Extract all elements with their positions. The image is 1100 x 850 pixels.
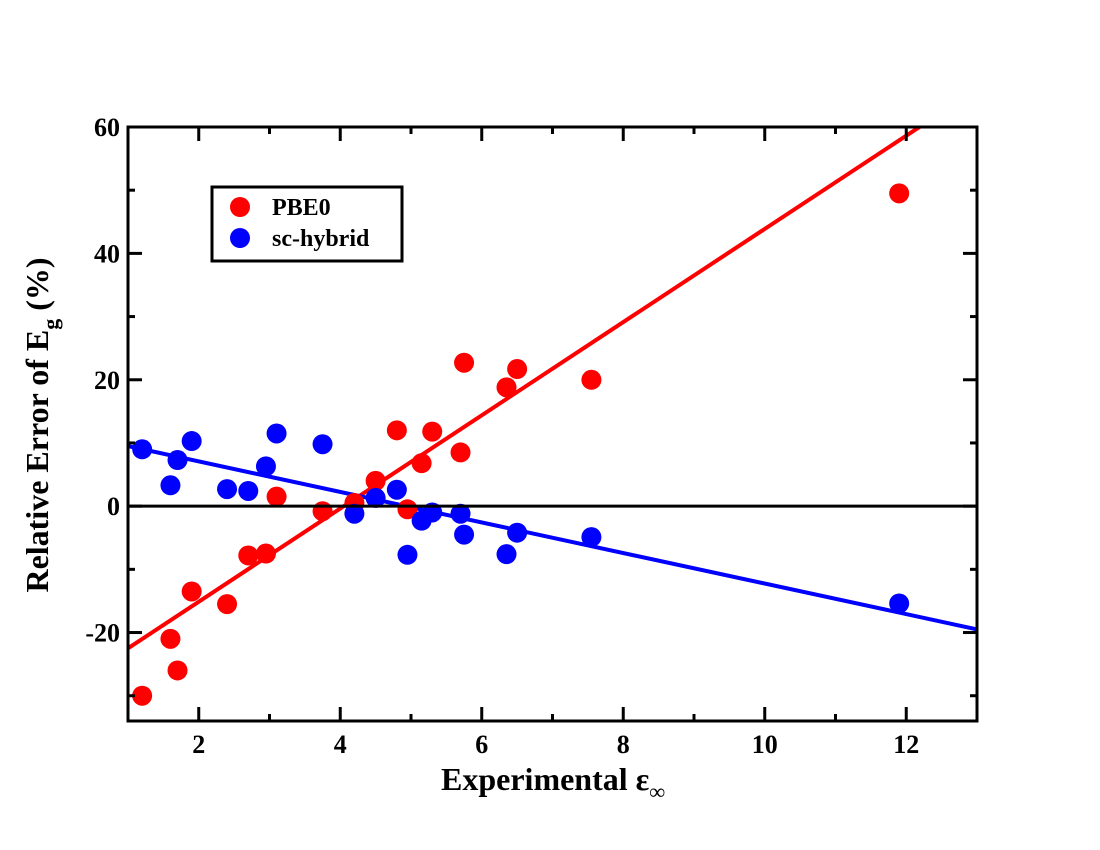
point-pbe0 xyxy=(365,470,386,491)
point-sc-hybrid xyxy=(344,503,365,524)
point-sc-hybrid xyxy=(238,480,259,501)
fit-line-pbe0 xyxy=(128,127,924,650)
point-sc-hybrid xyxy=(167,450,188,471)
legend: PBE0 sc-hybrid xyxy=(210,185,404,263)
x-tick-label: 8 xyxy=(617,730,630,759)
x-tick-label: 6 xyxy=(475,730,488,759)
point-sc-hybrid xyxy=(181,431,202,452)
y-axis-title: Relative Error of Eg (%) xyxy=(19,257,63,592)
point-pbe0 xyxy=(181,581,202,602)
point-pbe0 xyxy=(160,628,181,649)
x-axis-title: Experimental ε∞ xyxy=(441,761,665,804)
y-tick-label: -20 xyxy=(85,619,120,648)
point-sc-hybrid xyxy=(889,593,910,614)
legend-marker-pbe0 xyxy=(230,197,250,217)
y-tick-label: 60 xyxy=(94,113,120,142)
y-tick-label: 40 xyxy=(94,239,120,268)
x-tick-label: 2 xyxy=(192,730,205,759)
point-sc-hybrid xyxy=(397,544,418,565)
point-pbe0 xyxy=(217,594,238,615)
point-sc-hybrid xyxy=(450,503,471,524)
point-sc-hybrid xyxy=(217,479,238,500)
point-pbe0 xyxy=(422,421,443,442)
point-sc-hybrid xyxy=(312,434,333,455)
point-pbe0 xyxy=(167,660,188,681)
point-pbe0 xyxy=(496,377,517,398)
point-pbe0 xyxy=(132,685,153,706)
tick-labels: 2 4 6 8 10 12 -20 0 20 40 60 xyxy=(85,113,919,759)
fit-lines xyxy=(128,127,977,650)
point-pbe0 xyxy=(889,183,910,204)
point-sc-hybrid xyxy=(581,527,602,548)
point-sc-hybrid xyxy=(454,524,475,545)
point-pbe0 xyxy=(312,501,333,522)
point-sc-hybrid xyxy=(132,439,153,460)
point-sc-hybrid xyxy=(266,423,287,444)
point-pbe0 xyxy=(581,369,602,390)
point-pbe0 xyxy=(450,442,471,463)
point-sc-hybrid xyxy=(160,475,181,496)
x-tick-label: 10 xyxy=(752,730,778,759)
legend-marker-sc-hybrid xyxy=(230,228,250,248)
point-pbe0 xyxy=(255,543,276,564)
point-pbe0 xyxy=(411,453,432,474)
point-pbe0 xyxy=(266,486,287,507)
y-tick-label: 0 xyxy=(107,492,120,521)
plot-frame xyxy=(126,125,979,723)
point-sc-hybrid xyxy=(255,456,276,477)
x-tick-label: 4 xyxy=(334,730,347,759)
point-sc-hybrid xyxy=(507,522,528,543)
legend-label-sc-hybrid: sc-hybrid xyxy=(272,226,370,252)
point-pbe0 xyxy=(507,359,528,380)
y-tick-label: 20 xyxy=(94,366,120,395)
x-tick-label: 12 xyxy=(893,730,919,759)
point-sc-hybrid xyxy=(365,487,386,508)
point-pbe0 xyxy=(386,420,407,441)
fit-line-sc-hybrid xyxy=(128,444,977,632)
point-pbe0 xyxy=(454,352,475,373)
legend-label-pbe0: PBE0 xyxy=(272,195,331,221)
point-pbe0 xyxy=(238,545,259,566)
point-sc-hybrid xyxy=(496,544,517,565)
point-sc-hybrid xyxy=(386,479,407,500)
point-pbe0 xyxy=(397,499,418,520)
